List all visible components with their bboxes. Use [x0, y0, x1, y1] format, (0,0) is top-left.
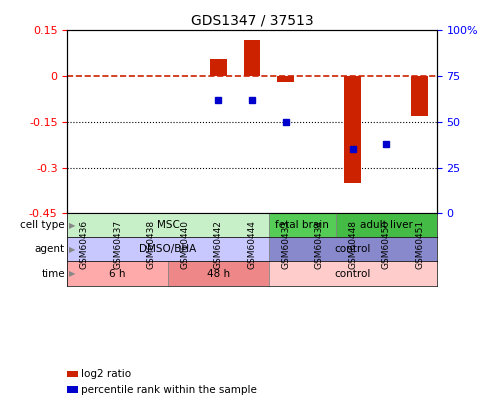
Bar [244, 40, 260, 76]
Text: adult liver: adult liver [360, 220, 413, 230]
Text: cell type: cell type [20, 220, 65, 230]
Bar [269, 262, 437, 286]
Text: control: control [334, 245, 371, 254]
Bar [67, 237, 269, 262]
Text: DMSO/BHA: DMSO/BHA [139, 245, 197, 254]
Text: MSC: MSC [157, 220, 180, 230]
Text: control: control [334, 269, 371, 279]
Bar [67, 213, 269, 237]
Text: 6 h: 6 h [109, 269, 126, 279]
Bar [67, 262, 168, 286]
Title: GDS1347 / 37513: GDS1347 / 37513 [191, 14, 313, 28]
Text: ▶: ▶ [69, 245, 76, 254]
Text: percentile rank within the sample: percentile rank within the sample [81, 385, 257, 394]
Bar [336, 213, 437, 237]
Bar [277, 76, 294, 82]
Text: ▶: ▶ [69, 221, 76, 230]
Text: agent: agent [35, 245, 65, 254]
Bar [210, 60, 227, 76]
Text: 48 h: 48 h [207, 269, 230, 279]
Bar [344, 76, 361, 183]
Text: time: time [41, 269, 65, 279]
Bar [412, 76, 428, 116]
Bar [269, 237, 437, 262]
Bar [168, 262, 269, 286]
Text: fetal brain: fetal brain [275, 220, 329, 230]
Bar [269, 213, 336, 237]
Text: log2 ratio: log2 ratio [81, 369, 131, 379]
Text: ▶: ▶ [69, 269, 76, 278]
